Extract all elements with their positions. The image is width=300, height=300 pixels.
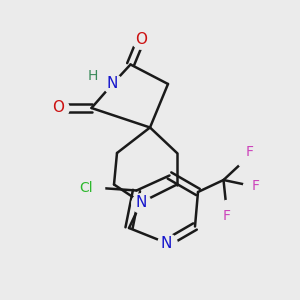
Text: F: F [252, 179, 260, 193]
Text: N: N [135, 195, 147, 210]
Text: F: F [223, 208, 230, 223]
Text: N: N [161, 236, 172, 250]
Text: F: F [246, 145, 254, 159]
Text: H: H [88, 70, 98, 83]
Text: O: O [135, 32, 147, 46]
Text: O: O [52, 100, 64, 116]
Text: N: N [107, 76, 118, 92]
Text: Cl: Cl [80, 181, 93, 194]
